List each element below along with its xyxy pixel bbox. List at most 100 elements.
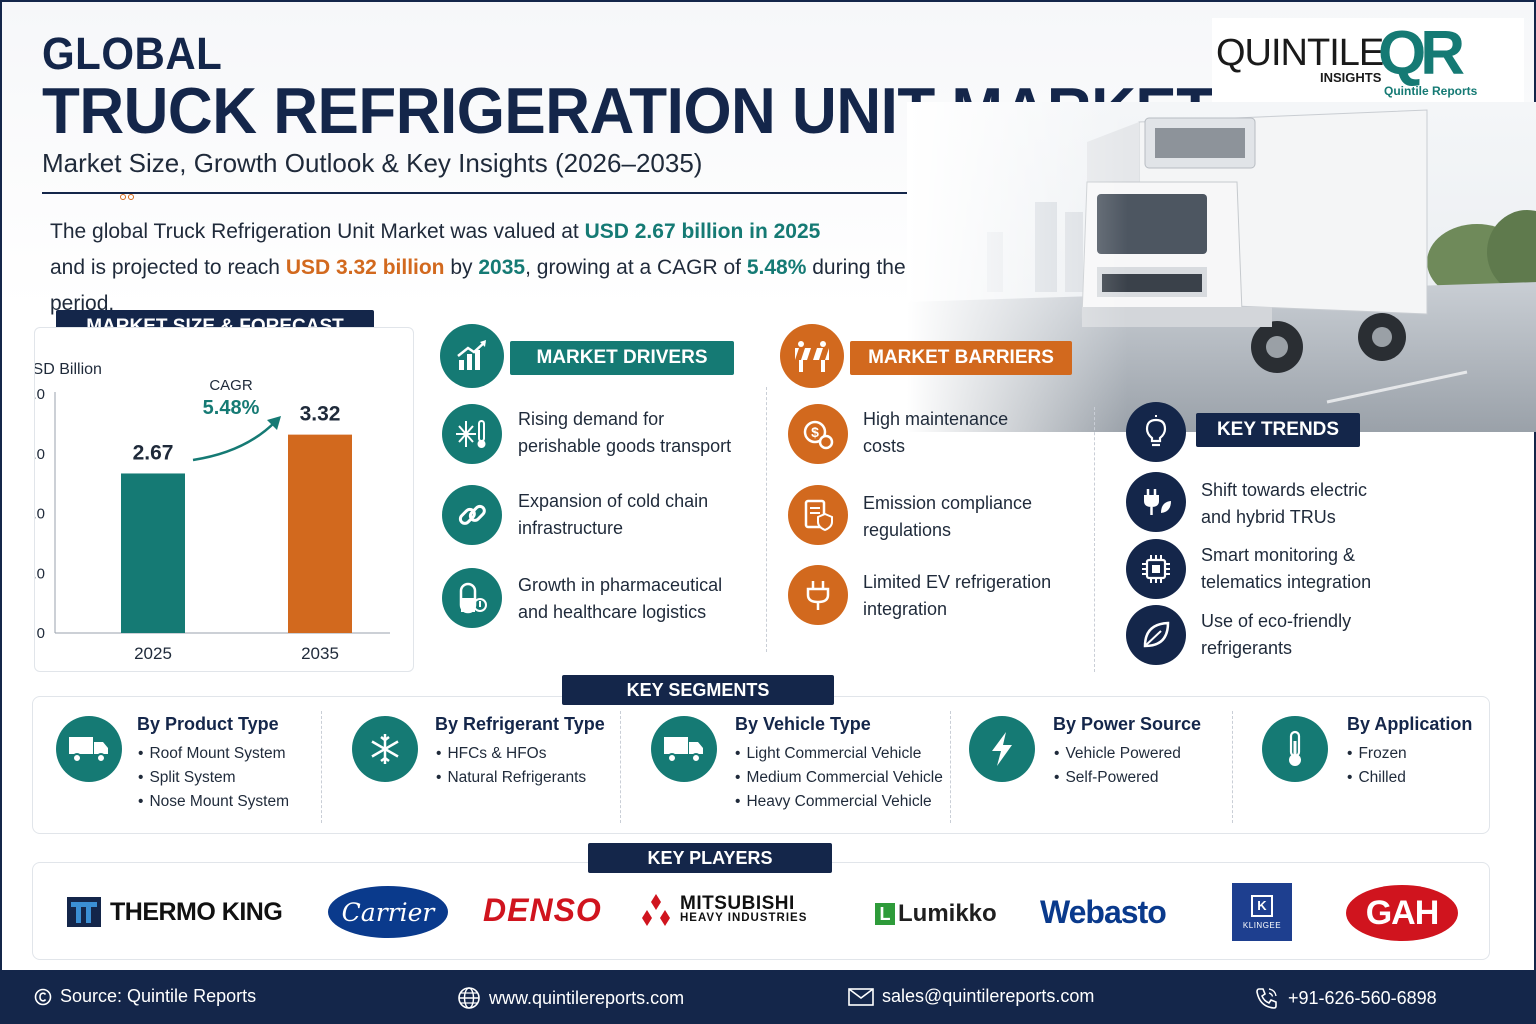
value-2025: USD 2.67 billion — [584, 220, 744, 243]
logo-thermo-king: THERMO KING — [66, 896, 283, 928]
segment-list-refrigerant-type: HFCs & HFOs Natural Refrigerants — [436, 742, 586, 790]
segment-icon-power-source — [969, 716, 1035, 782]
snowflake-thermometer-icon — [456, 420, 486, 448]
x-tick-label: 2035 — [301, 644, 339, 663]
chain-link-icon — [458, 504, 486, 525]
market-size-chart-panel: USD Billion 0 1.0 2.0 3.0 4.0 2.67 2025 3.32 203… — [34, 327, 414, 672]
truck-illustration — [907, 102, 1536, 432]
y-tick-label: 0 — [37, 625, 45, 642]
document-shield-icon — [804, 499, 833, 532]
logo-gah: GAH — [1346, 885, 1458, 941]
segment-title-refrigerant-type: By Refrigerant Type — [435, 714, 605, 734]
barrier-item-1: High maintenance costs — [863, 409, 1009, 456]
tab-key-players: KEY PLAYERS — [588, 843, 832, 873]
phone-icon — [1256, 988, 1277, 1009]
y-tick-label: 3.0 — [35, 446, 45, 463]
chip-icon — [1142, 555, 1170, 583]
title-divider — [42, 192, 1027, 194]
truck-icon — [664, 737, 703, 763]
cagr-arrow-head — [267, 416, 281, 430]
segment-icon-application — [1262, 716, 1328, 782]
driver-item-1: Rising demand for perishable goods trans… — [518, 409, 732, 456]
barrier-icon-3 — [788, 565, 848, 625]
segment-title-power-source: By Power Source — [1053, 714, 1202, 734]
market-size-chart: USD Billion 0 1.0 2.0 3.0 4.0 2.67 2025 3.32 203… — [35, 361, 390, 663]
barrier-icon-1: $ — [788, 404, 848, 464]
trend-icon-3 — [1126, 605, 1186, 665]
barriers-trends-divider — [1094, 407, 1095, 672]
ev-plug-icon — [806, 581, 830, 610]
key-players-panel — [32, 862, 1490, 960]
lightning-icon — [992, 732, 1012, 766]
footer-bar: Source: Quintile Reports www.quintilerep… — [2, 970, 1536, 1024]
subtitle: Market Size, Growth Outlook & Key Insigh… — [42, 148, 703, 178]
road-barrier-icon — [795, 341, 829, 372]
segment-list-vehicle-type: Light Commercial Vehicle Medium Commerci… — [735, 742, 942, 814]
segment-divider — [321, 711, 322, 823]
logo-webasto: Webasto — [1040, 894, 1167, 930]
segment-title-application: By Application — [1347, 714, 1473, 734]
barrier-icon-2 — [788, 485, 848, 545]
y-tick-label: 2.0 — [35, 506, 45, 523]
footer-email[interactable]: sales@quintilereports.com — [848, 986, 1094, 1007]
trend-item-3: Use of eco-friendly refrigerants — [1201, 611, 1352, 658]
quintile-logo: QUINTILE INSIGHTS QR Quintile Reports — [1212, 18, 1524, 102]
truck-icon — [69, 737, 108, 763]
driver-icon-2 — [442, 485, 502, 545]
trends-header-icon — [1126, 402, 1186, 462]
cagr-value-text: 5.48% — [746, 256, 807, 279]
segment-icon-vehicle-type — [651, 716, 717, 782]
logo-wordmark: QUINTILE — [1216, 32, 1384, 74]
barrier-item-3: Limited EV refrigeration integration — [863, 572, 1052, 619]
segment-divider — [1232, 711, 1233, 823]
snowflake-icon — [371, 734, 399, 764]
mail-icon — [848, 987, 874, 1006]
divider-ornament — [120, 187, 138, 200]
footer-source: Source: Quintile Reports — [34, 986, 256, 1007]
segment-divider — [950, 711, 951, 823]
cagr-arrow — [192, 421, 276, 462]
logo-lumikko: L Lumikko — [875, 900, 997, 928]
logo-mark: QR — [1378, 19, 1465, 88]
logo-caption: Quintile Reports — [1384, 84, 1478, 98]
x-tick-label: 2025 — [134, 644, 172, 663]
segment-list-application: Frozen Chilled — [1347, 742, 1406, 790]
trend-icon-1 — [1126, 472, 1186, 532]
logo-subtext: INSIGHTS — [1320, 70, 1382, 85]
summary-text: The global Truck Refrigeration Unit Mark… — [50, 214, 1050, 322]
barrier-item-2: Emission compliance regulations — [863, 493, 1033, 540]
logo-klinge: K KLINGEE — [1232, 883, 1292, 941]
tab-key-segments: KEY SEGMENTS — [562, 675, 834, 705]
bar-value-label: 2.67 — [133, 441, 174, 464]
segment-icon-product-type — [56, 716, 122, 782]
bar-2025 — [121, 473, 185, 633]
cagr-value: 5.48% — [203, 397, 260, 419]
summary-line1: The global Truck Refrigeration Unit Mark… — [50, 220, 821, 243]
globe-icon — [458, 987, 480, 1009]
money-gear-icon: $ — [803, 420, 834, 450]
barriers-header-icon — [780, 324, 844, 388]
segment-list-power-source: Vehicle Powered Self-Powered — [1054, 742, 1180, 790]
tab-market-drivers: MARKET DRIVERS — [510, 341, 734, 375]
segment-title-product-type: By Product Type — [137, 714, 279, 734]
svg-text:$: $ — [811, 424, 819, 440]
lightbulb-icon — [1145, 415, 1167, 447]
driver-icon-3 — [442, 568, 502, 628]
segment-list-product-type: Roof Mount System Split System Nose Moun… — [138, 742, 289, 814]
copyright-icon — [34, 988, 52, 1005]
value-2035: USD 3.32 billion — [285, 256, 445, 279]
driver-item-2: Expansion of cold chain infrastructure — [518, 491, 709, 538]
leaf-icon — [1143, 621, 1170, 648]
y-tick-label: 1.0 — [35, 565, 45, 582]
bar-value-label: 3.32 — [300, 403, 341, 426]
title-line1: GLOBAL — [42, 28, 223, 79]
trend-item-1: Shift towards electric and hybrid TRUs — [1201, 480, 1368, 527]
footer-phone[interactable]: +91-626-560-6898 — [1254, 986, 1437, 1010]
trend-item-2: Smart monitoring & telematics integratio… — [1201, 545, 1372, 592]
thermometer-icon — [1289, 730, 1301, 766]
growth-chart-icon — [457, 340, 486, 370]
y-tick-label: 4.0 — [35, 386, 45, 403]
logo-mitsubishi: MITSUBISHI HEAVY INDUSTRIES — [638, 894, 807, 928]
footer-website[interactable]: www.quintilereports.com — [457, 986, 684, 1010]
